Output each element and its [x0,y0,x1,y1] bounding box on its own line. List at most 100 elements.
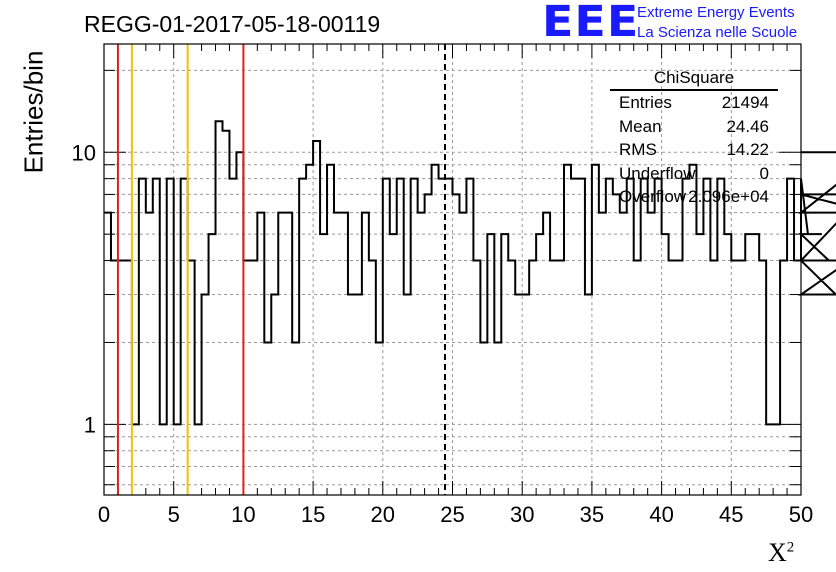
histogram-bin [404,295,411,495]
histogram-bars [104,120,836,495]
stats-row-mean: Mean 24.46 [610,117,778,141]
histogram-bin [703,179,710,495]
histogram-series [104,120,836,426]
histogram-bin [634,261,641,495]
histogram-bin [348,295,355,495]
histogram-bin [167,179,174,495]
x-tick-label: 5 [168,502,180,527]
histogram-bin [188,261,195,495]
stats-box: ChiSquare Entries 21494 Mean 24.46 RMS 14.2… [610,67,778,211]
stats-key: Overflow [619,187,687,206]
histogram-bin [118,261,125,495]
x-tick-label: 50 [789,502,813,527]
x-tick-label: 15 [301,502,325,527]
histogram-bin [599,213,606,495]
histogram-bin [236,152,243,495]
histogram-bin [278,213,285,495]
histogram-bin [648,213,655,495]
histogram-bin [376,342,383,495]
histogram-bin [724,234,731,495]
x-tick-label: 45 [719,502,743,527]
histogram-bin [425,194,432,495]
histogram-bin [550,261,557,495]
histogram-bin [411,179,418,495]
histogram-bin [676,261,683,495]
histogram-bin [306,165,313,495]
stats-row-entries: Entries 21494 [610,93,778,117]
histogram-bin [515,295,522,495]
histogram-bin [585,295,592,495]
histogram-bin [487,234,494,495]
histogram-bin [334,213,341,495]
x-axis-label-superscript: 2 [786,539,795,556]
histogram-bin [341,213,348,495]
histogram-bin [222,131,229,495]
x-tick-label: 40 [649,502,673,527]
histogram-bin [250,261,257,495]
histogram-bin [453,194,460,495]
histogram-bin [738,261,745,495]
histogram-bin [355,295,362,495]
histogram-bin [780,261,787,495]
plot-frame [103,43,802,496]
x-axis-label-base: X [768,538,787,567]
histogram-bin [125,261,132,495]
stats-key: RMS [619,140,657,159]
stats-value: 0 [759,163,769,183]
stats-key: Underflow [619,163,696,183]
histogram-bin [592,165,599,495]
histogram-bin [369,261,376,495]
histogram-bin [613,194,620,495]
histogram-bin [662,234,669,495]
stats-row-overflow: Overflow 2.096e+04 [610,187,778,211]
histogram-bin [292,342,299,495]
histogram-bin [564,165,571,495]
x-axis-label: X2 [768,538,794,568]
histogram-bin [362,213,369,495]
histogram-bin [397,179,404,495]
histogram-bin [202,295,209,495]
histogram-bin [153,179,160,495]
eee-logo: EEE [542,0,640,47]
histogram-bin [432,165,439,495]
histogram-bin [689,165,696,495]
histogram-bin [717,179,724,495]
histogram-bin [383,179,390,495]
histogram-bin [104,213,111,495]
x-tick-label: 0 [98,502,110,527]
histogram-bin [683,179,690,495]
histogram-bin [787,179,794,495]
histogram-bin [285,213,292,495]
histogram-bin [522,295,529,495]
histogram-bin [669,261,676,495]
histogram-bin [480,342,487,495]
histogram-bin [627,179,634,495]
histogram-bin [390,234,397,495]
histogram-bin [508,261,515,495]
histogram-bin [696,234,703,495]
histogram-bin [710,261,717,495]
stats-value: 2.096e+04 [688,187,769,206]
x-tick-label: 35 [580,502,604,527]
y-tick-label: 10 [72,140,96,165]
histogram-bin [139,179,146,495]
histogram-bin [466,179,473,495]
histogram-bin [794,261,801,495]
histogram-bin [494,342,501,495]
stats-divider [610,89,778,91]
histogram-bin [606,179,613,495]
histogram-bin [641,179,648,495]
histogram-bin [473,261,480,495]
histogram-bin [320,234,327,495]
histogram-bin [264,342,271,495]
histogram-bin [216,121,223,495]
stats-value: 24.46 [726,116,769,136]
y-tick-label: 1 [84,412,96,437]
histogram-bin [327,165,334,495]
histogram-bin [529,261,536,495]
histogram-bin [257,213,264,495]
histogram-bin [501,234,508,495]
stats-value: 14.22 [726,140,769,159]
histogram-bin [209,234,216,495]
histogram-bin [111,261,118,495]
